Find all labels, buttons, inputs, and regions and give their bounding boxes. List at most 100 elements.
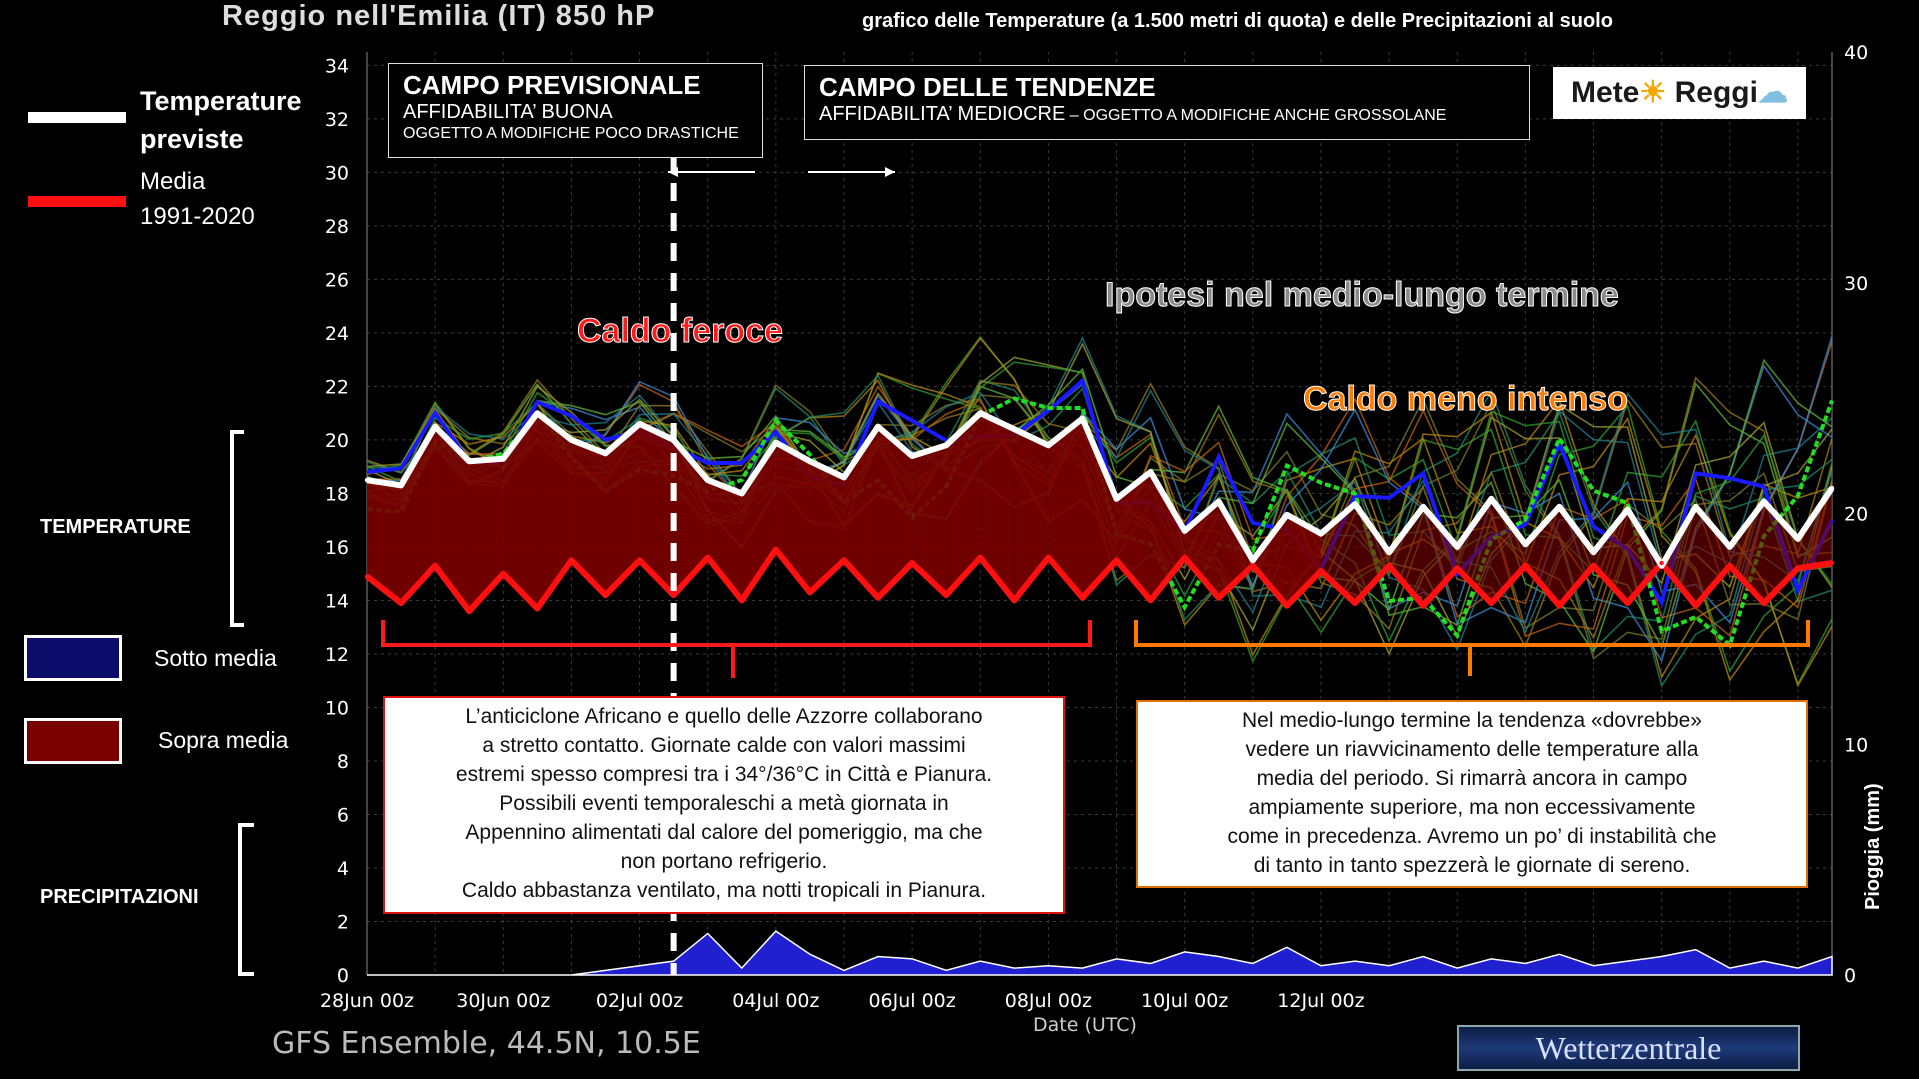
y-tick-label-right: 40 bbox=[1844, 42, 1868, 64]
forecast-point bbox=[603, 451, 608, 456]
y-tick-label-left: 20 bbox=[325, 430, 349, 452]
y-tick-label-left: 34 bbox=[325, 55, 349, 77]
mean-line bbox=[365, 546, 1833, 615]
forecast-point bbox=[467, 459, 472, 464]
bracket-caldo-meno bbox=[1134, 620, 1810, 676]
forecast-point bbox=[1182, 528, 1187, 534]
anomaly-segment bbox=[673, 439, 708, 596]
anomaly-segment bbox=[912, 445, 947, 596]
mean-point bbox=[1284, 603, 1290, 608]
mean-point bbox=[841, 558, 847, 563]
mean-point bbox=[1795, 566, 1801, 571]
anomaly-segment bbox=[1082, 418, 1117, 598]
forecast-point bbox=[1114, 496, 1119, 501]
forecast-point bbox=[1216, 499, 1221, 504]
forecast-point bbox=[398, 483, 404, 488]
mean-point bbox=[1216, 595, 1221, 600]
mean-point bbox=[943, 592, 949, 598]
y-tick-label-left: 28 bbox=[325, 216, 349, 238]
y-tick-label-left: 18 bbox=[325, 483, 349, 505]
x-tick-label: 02Jul 00z bbox=[596, 990, 683, 1012]
forecast-point bbox=[1080, 416, 1085, 421]
forecast-point bbox=[1012, 427, 1017, 432]
anomaly-segment bbox=[1559, 506, 1594, 606]
y-tick-label-left: 14 bbox=[325, 590, 349, 612]
campo-tendenze-box: CAMPO DELLE TENDENZE AFFIDABILITA’ MEDIO… bbox=[804, 65, 1530, 140]
note-left-line: a stretto contatto. Giornate calde con v… bbox=[482, 734, 966, 757]
mean-point bbox=[1829, 560, 1835, 566]
forecast-point bbox=[807, 459, 813, 464]
mean-point bbox=[1659, 560, 1664, 566]
note-right-line: vedere un riavvicinamento delle temperat… bbox=[1245, 738, 1699, 761]
logo-text-left: Mete bbox=[1571, 76, 1640, 109]
forecast-point bbox=[1523, 542, 1528, 547]
mean-point bbox=[1420, 603, 1426, 608]
x-tick-label: 06Jul 00z bbox=[868, 990, 955, 1012]
note-right-line: media del periodo. Si rimarrà ancora in … bbox=[1256, 767, 1688, 790]
mean-point bbox=[1557, 603, 1562, 608]
note-left-line: Appennino alimentati dal calore del pome… bbox=[465, 821, 983, 844]
mean-point bbox=[1250, 563, 1256, 568]
campo-previsionale-title: CAMPO PREVISIONALE bbox=[403, 70, 701, 100]
forecast-point bbox=[1250, 558, 1256, 563]
chart-subtitle: grafico delle Temperature (a 1.500 metri… bbox=[862, 10, 1613, 32]
campo-tendenze-reliability: AFFIDABILITA’ MEDIOCRE bbox=[819, 103, 1066, 125]
forecast-point bbox=[535, 410, 540, 416]
anomaly-segment bbox=[1491, 498, 1526, 604]
mean-point bbox=[671, 592, 676, 598]
arrow-right-head bbox=[885, 167, 895, 177]
wetterzentrale-logo: Wetterzentrale bbox=[1457, 1025, 1800, 1071]
forecast-point bbox=[773, 440, 779, 445]
forecast-point bbox=[1318, 531, 1324, 536]
legend-above-swatch bbox=[24, 718, 122, 764]
campo-previsionale-note: OGGETTO A MODIFICHE POCO DRASTICHE bbox=[403, 125, 739, 142]
mean-point bbox=[1693, 603, 1698, 608]
forecast-point bbox=[1829, 485, 1835, 491]
headline-ipotesi: Ipotesi nel medio-lungo termine bbox=[1105, 276, 1620, 315]
ensemble-line bbox=[366, 336, 1833, 652]
anomaly-segment bbox=[1525, 506, 1560, 606]
mean-point bbox=[739, 598, 744, 603]
y-tick-label-left: 2 bbox=[337, 911, 349, 933]
y-tick-label-left: 12 bbox=[325, 644, 349, 666]
y-tick-label-left: 16 bbox=[325, 537, 349, 559]
sun-icon: ☀ bbox=[1639, 76, 1667, 109]
arrow-left-head bbox=[668, 167, 678, 177]
anomaly-segment bbox=[1729, 501, 1764, 604]
forecast-point bbox=[943, 443, 949, 448]
anomaly-segment bbox=[1389, 506, 1424, 606]
forecast-point bbox=[1420, 504, 1426, 510]
anomaly-segment bbox=[503, 413, 538, 609]
anomaly-segment bbox=[1014, 429, 1049, 601]
anomaly-segment bbox=[1627, 509, 1662, 604]
mean-point bbox=[1352, 600, 1358, 606]
mean-point bbox=[1318, 568, 1324, 574]
anomaly-segment bbox=[367, 480, 402, 604]
anomaly-segment bbox=[1797, 488, 1832, 569]
mean-point bbox=[1386, 563, 1392, 568]
mean-point bbox=[467, 608, 472, 614]
anomaly-segment bbox=[1763, 501, 1798, 604]
mean-point bbox=[705, 555, 710, 560]
x-tick-label: 28Jun 00z bbox=[320, 990, 414, 1012]
note-right-line: Nel medio-lungo termine la tendenza «dov… bbox=[1242, 709, 1702, 732]
note-left-line: L’anticiclone Africano e quello delle Az… bbox=[465, 705, 983, 728]
note-left: L’anticiclone Africano e quello delle Az… bbox=[383, 696, 1065, 914]
forecast-point bbox=[569, 437, 574, 443]
control-run-line bbox=[366, 376, 1834, 608]
y-tick-label-left: 10 bbox=[325, 697, 349, 719]
x-axis-label: Date (UTC) bbox=[1033, 1014, 1137, 1036]
y-tick-label-left: 8 bbox=[337, 751, 349, 773]
forecast-point bbox=[841, 475, 847, 480]
mean-point bbox=[1080, 595, 1085, 600]
forecast-point bbox=[1761, 499, 1767, 504]
campo-tendenze-note: – OGGETTO A MODIFICHE ANCHE GROSSOLANE bbox=[1065, 107, 1447, 124]
mean-point bbox=[398, 600, 404, 606]
anomaly-segment bbox=[1252, 514, 1287, 606]
y-tick-label-left: 4 bbox=[337, 858, 349, 880]
forecast-point bbox=[909, 453, 915, 459]
legend-forecast-label-1: Temperature bbox=[140, 86, 302, 116]
x-tick-label: 10Jul 00z bbox=[1141, 990, 1228, 1012]
mean-point bbox=[1761, 600, 1767, 606]
y-tick-label-right: 0 bbox=[1844, 965, 1856, 987]
